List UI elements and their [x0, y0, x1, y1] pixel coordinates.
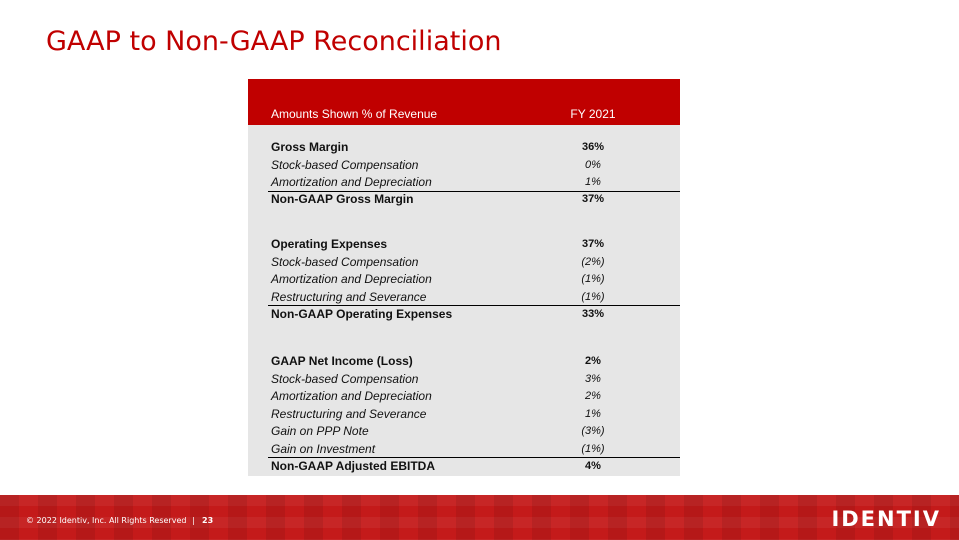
total-value: 33% [581, 307, 605, 320]
total-rule [268, 190, 680, 192]
row-value: 37% [581, 238, 605, 250]
page-number: 23 [202, 516, 214, 525]
logo: IDENTIV [831, 507, 941, 531]
copyright: © 2022 Identiv, Inc. All Rights Reserved [26, 516, 187, 525]
row-value: 36% [581, 141, 605, 153]
reconciliation-table: Amounts Shown % of Revenue FY 2021 Gross… [248, 79, 680, 476]
row-value: 0% [585, 158, 601, 171]
row-label: GAAP Net Income (Loss) [271, 354, 413, 368]
row-value: (1%) [581, 442, 605, 455]
row-label: Gross Margin [271, 140, 349, 154]
row-label: Amortization and Depreciation [271, 175, 432, 189]
column-header: FY 2021 [570, 107, 616, 121]
row-value: (1%) [581, 290, 605, 303]
table-header: Amounts Shown % of Revenue FY 2021 [248, 79, 680, 125]
row-value: 2% [585, 390, 601, 402]
column-header: Amounts Shown % of Revenue [271, 107, 438, 121]
total-rule [268, 305, 680, 306]
row-value: (3%) [581, 425, 605, 437]
slide-title: GAAP to Non-GAAP Reconciliation [46, 26, 502, 57]
total-rule [268, 457, 680, 458]
row-label: Stock-based Compensation [271, 254, 419, 269]
row-value: 1% [585, 176, 601, 188]
row-label: Restructuring and Severance [271, 406, 427, 421]
row-label: Restructuring and Severance [271, 289, 427, 304]
row-value: 1% [585, 407, 601, 420]
row-label: Amortization and Depreciation [271, 389, 432, 403]
row-value: 2% [585, 355, 601, 367]
row-label: Stock-based Compensation [271, 371, 419, 386]
footer: © 2022 Identiv, Inc. All Rights Reserved… [0, 495, 959, 540]
total-label: Non-GAAP Operating Expenses [271, 306, 453, 321]
row-label: Operating Expenses [271, 237, 388, 251]
separator: | [192, 516, 195, 525]
row-label: Amortization and Depreciation [271, 272, 432, 286]
total-value: 4% [585, 459, 601, 472]
total-value: 37% [581, 193, 605, 205]
row-value: (1%) [581, 273, 605, 285]
total-label: Non-GAAP Gross Margin [271, 192, 414, 206]
row-label: Stock-based Compensation [271, 157, 419, 172]
row-label: Gain on Investment [271, 441, 376, 456]
total-label: Non-GAAP Adjusted EBITDA [271, 458, 435, 473]
row-label: Gain on PPP Note [271, 424, 369, 438]
row-value: (2%) [581, 255, 605, 268]
row-value: 3% [585, 372, 601, 385]
